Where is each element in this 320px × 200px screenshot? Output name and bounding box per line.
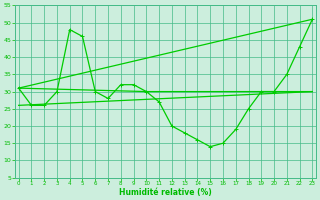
X-axis label: Humidité relative (%): Humidité relative (%)	[119, 188, 212, 197]
